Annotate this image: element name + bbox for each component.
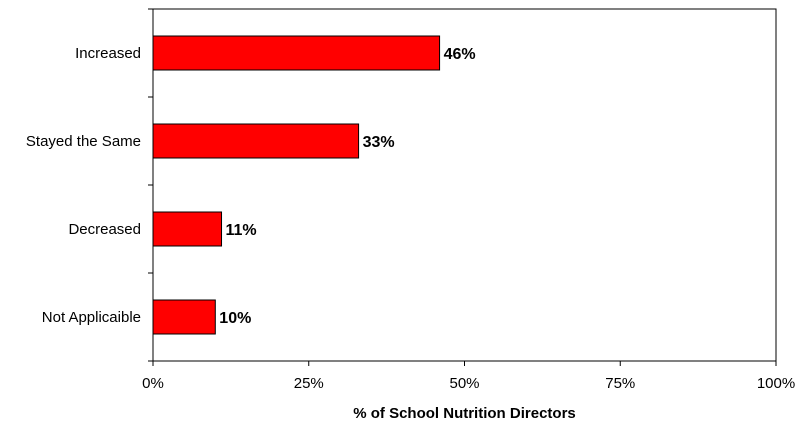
- data-label: 33%: [363, 134, 395, 151]
- x-tick-label: 25%: [294, 375, 324, 392]
- data-labels: 46% 33% 11% 10%: [219, 46, 475, 327]
- bar-decreased: [152, 211, 223, 247]
- category-label: Increased: [75, 45, 141, 62]
- bars-layer: [152, 35, 441, 335]
- x-tick-label: 100%: [757, 375, 795, 392]
- x-tick-label: 75%: [605, 375, 635, 392]
- bar-not-applicaible: [152, 299, 216, 335]
- category-label: Decreased: [68, 221, 141, 238]
- data-label: 46%: [444, 46, 476, 63]
- category-label: Stayed the Same: [26, 133, 141, 150]
- data-label: 11%: [226, 222, 257, 239]
- x-axis-title: % of School Nutrition Directors: [353, 405, 576, 422]
- x-tick-label: 50%: [449, 375, 479, 392]
- data-label: 10%: [219, 310, 251, 327]
- category-labels: Increased Stayed the Same Decreased Not App…: [26, 45, 141, 326]
- category-label: Not Applicaible: [42, 309, 141, 326]
- bar-increased: [152, 35, 441, 71]
- bar-stayed-the-same: [152, 123, 360, 159]
- axis-ticks: 0% 25% 50% 75% 100%: [142, 8, 795, 392]
- x-tick-label: 0%: [142, 375, 164, 392]
